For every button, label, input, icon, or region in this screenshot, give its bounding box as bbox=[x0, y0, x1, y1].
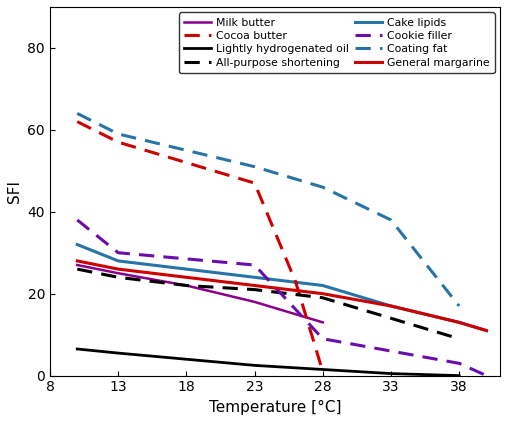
Line: Lightly hydrogenated oil: Lightly hydrogenated oil bbox=[77, 349, 459, 376]
All-purpose shortening bbox=[115, 275, 121, 280]
Lightly hydrogenated oil bbox=[251, 363, 258, 368]
General margarine bbox=[388, 303, 394, 308]
All-purpose shortening bbox=[456, 336, 462, 341]
Milk butter bbox=[74, 262, 80, 268]
Line: Cake lipids: Cake lipids bbox=[77, 244, 486, 330]
All-purpose shortening bbox=[184, 283, 190, 288]
Cocoa butter bbox=[74, 119, 80, 124]
All-purpose shortening bbox=[251, 287, 258, 292]
Cookie filler bbox=[320, 336, 326, 341]
Cookie filler bbox=[388, 349, 394, 354]
Lightly hydrogenated oil bbox=[74, 346, 80, 352]
Lightly hydrogenated oil bbox=[184, 357, 190, 362]
General margarine bbox=[251, 283, 258, 288]
Cake lipids bbox=[483, 328, 489, 333]
Cake lipids bbox=[115, 258, 121, 263]
Cocoa butter bbox=[115, 140, 121, 145]
Milk butter bbox=[251, 299, 258, 304]
Coating fat bbox=[320, 185, 326, 190]
Cookie filler bbox=[74, 217, 80, 222]
General margarine bbox=[115, 267, 121, 272]
General margarine bbox=[320, 291, 326, 296]
Cake lipids bbox=[251, 275, 258, 280]
Y-axis label: SFI: SFI bbox=[7, 180, 22, 203]
Cake lipids bbox=[74, 242, 80, 247]
Cookie filler bbox=[115, 250, 121, 255]
Coating fat bbox=[456, 303, 462, 308]
Lightly hydrogenated oil bbox=[456, 373, 462, 378]
Coating fat bbox=[251, 164, 258, 169]
General margarine bbox=[483, 328, 489, 333]
Cocoa butter bbox=[320, 369, 326, 374]
Cookie filler bbox=[251, 262, 258, 268]
Cookie filler bbox=[483, 373, 489, 378]
Cocoa butter bbox=[251, 181, 258, 186]
Line: Coating fat: Coating fat bbox=[77, 114, 459, 306]
Milk butter bbox=[115, 271, 121, 276]
All-purpose shortening bbox=[388, 316, 394, 321]
Coating fat bbox=[74, 111, 80, 116]
Coating fat bbox=[184, 148, 190, 153]
Legend: Milk butter, Cocoa butter, Lightly hydrogenated oil, All-purpose shortening, Cak: Milk butter, Cocoa butter, Lightly hydro… bbox=[179, 12, 495, 73]
Line: All-purpose shortening: All-purpose shortening bbox=[77, 269, 459, 339]
Coating fat bbox=[388, 217, 394, 222]
Milk butter bbox=[320, 320, 326, 325]
Line: Cookie filler: Cookie filler bbox=[77, 220, 486, 376]
Cocoa butter bbox=[184, 160, 190, 165]
Cocoa butter bbox=[293, 279, 299, 284]
All-purpose shortening bbox=[74, 267, 80, 272]
Coating fat bbox=[115, 131, 121, 136]
Line: Milk butter: Milk butter bbox=[77, 265, 323, 322]
All-purpose shortening bbox=[320, 295, 326, 300]
Line: General margarine: General margarine bbox=[77, 261, 486, 330]
Lightly hydrogenated oil bbox=[388, 371, 394, 376]
Line: Cocoa butter: Cocoa butter bbox=[77, 122, 323, 371]
Cake lipids bbox=[320, 283, 326, 288]
X-axis label: Temperature [°C]: Temperature [°C] bbox=[209, 400, 341, 415]
Cake lipids bbox=[456, 320, 462, 325]
Lightly hydrogenated oil bbox=[320, 367, 326, 372]
Cake lipids bbox=[184, 267, 190, 272]
Lightly hydrogenated oil bbox=[115, 351, 121, 356]
General margarine bbox=[456, 320, 462, 325]
General margarine bbox=[74, 258, 80, 263]
Cookie filler bbox=[456, 361, 462, 366]
Cake lipids bbox=[388, 303, 394, 308]
Milk butter bbox=[184, 283, 190, 288]
General margarine bbox=[184, 275, 190, 280]
